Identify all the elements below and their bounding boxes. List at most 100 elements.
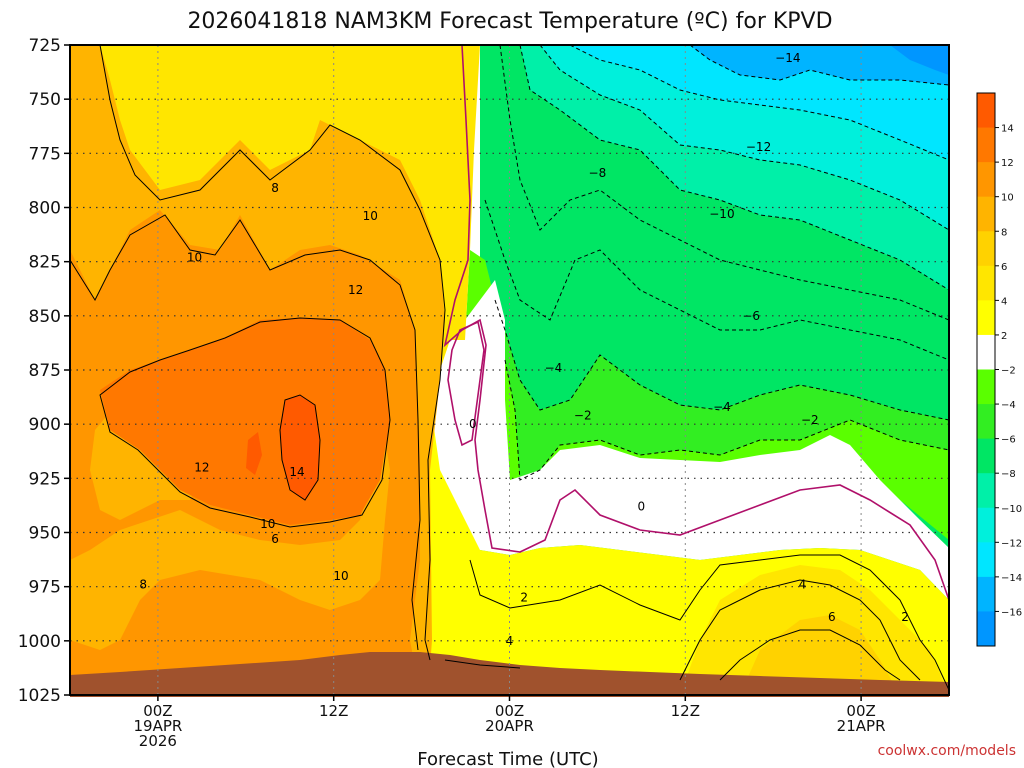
x-tick-label: 00Z — [495, 702, 524, 720]
isotherm-label: 10 — [187, 250, 202, 264]
y-tick-label: 925 — [29, 469, 61, 489]
y-tick-label: 775 — [29, 144, 61, 164]
colorbar-swatch — [977, 404, 995, 440]
colorbar-label: 14 — [1001, 124, 1014, 135]
colorbar-swatch — [977, 507, 995, 543]
isotherm-label: 14 — [289, 465, 304, 479]
y-tick-label: 975 — [29, 578, 61, 598]
y-tick-label: 900 — [29, 415, 61, 435]
isotherm-label: 0 — [469, 417, 477, 431]
colorbar-swatch — [977, 369, 995, 405]
isotherm-label: −6 — [742, 309, 760, 323]
y-tick-label: 725 — [29, 36, 61, 56]
band-warm-16-small — [246, 432, 262, 475]
colorbar-label: 10 — [1001, 193, 1014, 204]
gridlines — [70, 45, 949, 695]
x-tick-label: 00Z — [143, 702, 172, 720]
isotherm-label: 4 — [799, 578, 807, 592]
colorbar-label: −8 — [1001, 469, 1016, 480]
colorbar-label: −14 — [1001, 573, 1022, 584]
x-tick-label: 21APR — [837, 717, 886, 735]
isotherm-minus-12 — [539, 44, 950, 231]
isotherm-plus-2 — [469, 554, 950, 691]
isotherm-label: 0 — [638, 500, 646, 514]
isotherm-contours — [69, 44, 950, 691]
isotherm-label: 10 — [260, 517, 275, 531]
x-tick-label: 12Z — [671, 702, 700, 720]
isotherm-warm-12 — [99, 317, 391, 528]
isotherm-warm-10 — [69, 214, 421, 651]
isotherm-label: 4 — [506, 634, 514, 648]
colorbar-label: −10 — [1001, 504, 1022, 515]
chart-title: 2026041818 NAM3KM Forecast Temperature (… — [187, 9, 832, 34]
colorbar-label: −4 — [1001, 400, 1016, 411]
isotherm-warm-8 — [99, 44, 446, 661]
colorbar-swatch — [977, 611, 995, 647]
colorbar-swatch — [977, 300, 995, 336]
isotherm-label: −14 — [775, 51, 800, 65]
colorbar-label: 2 — [1001, 331, 1007, 342]
band-minus-6 — [495, 300, 949, 480]
colorbar-swatch — [977, 473, 995, 509]
y-tick-label: 850 — [29, 307, 61, 327]
isotherm-label: 2 — [901, 610, 909, 624]
isotherm-plus-4 — [444, 579, 921, 681]
x-tick-label: 00Z — [846, 702, 875, 720]
isotherm-label: −4 — [545, 361, 563, 375]
y-tick-label: 875 — [29, 361, 61, 381]
colorbar-swatch — [977, 162, 995, 198]
isotherm-label: −4 — [713, 400, 731, 414]
colorbar-swatch — [977, 576, 995, 612]
colorbar-swatch — [977, 196, 995, 232]
isotherm-label: −2 — [574, 409, 592, 423]
isotherm-label: 12 — [194, 461, 209, 475]
y-tick-label: 1025 — [18, 686, 61, 706]
colorbar-swatch — [977, 93, 995, 129]
isotherm-labels: −14 −12 −10 −8 −6 −4 −4 −2 −2 0 0 2 2 4 4 6 6 8 8 10 10 10 10 1… — [139, 51, 908, 648]
isotherm-label: 10 — [333, 569, 348, 583]
x-tick-label: 20APR — [485, 717, 534, 735]
isotherm-label: 8 — [271, 181, 279, 195]
band-warm-16 — [280, 395, 320, 500]
x-tick-label: 12Z — [319, 702, 348, 720]
isotherm-minus-8 — [499, 44, 950, 321]
band-near-zero — [430, 280, 949, 600]
band-warm-8 — [740, 615, 900, 695]
cold-isotherm-contours — [484, 44, 950, 481]
x-tick-label: 19APR — [133, 717, 182, 735]
colorbar-swatch — [977, 542, 995, 578]
isotherm-label: −8 — [589, 166, 607, 180]
colorbar-swatch — [977, 334, 995, 370]
colorbar-swatch — [977, 438, 995, 474]
y-axis: 725 750 775 800 825 850 875 900 925 950 975 1000 102… — [18, 36, 70, 706]
isotherm-label: −2 — [801, 413, 819, 427]
isotherm-zero-line-2 — [447, 320, 485, 447]
credit-text: coolwx.com/models — [878, 743, 1016, 759]
colorbar-swatch — [977, 127, 995, 163]
colorbar-label: 6 — [1001, 262, 1007, 273]
colorbar-label: −16 — [1001, 607, 1022, 618]
isotherm-label: 8 — [139, 578, 147, 592]
colorbar-label: 4 — [1001, 296, 1007, 307]
isotherm-label: 10 — [363, 209, 378, 223]
y-tick-label: 950 — [29, 524, 61, 544]
x-tick-label: 2026 — [139, 732, 177, 750]
isotherm-label: 6 — [271, 532, 279, 546]
isotherm-label: −12 — [746, 140, 771, 154]
terrain-ground — [70, 652, 949, 697]
colorbar-label: −6 — [1001, 435, 1016, 446]
colorbar-swatch — [977, 265, 995, 301]
isotherm-label: 2 — [520, 591, 528, 605]
colorbar-label: 8 — [1001, 227, 1007, 238]
colorbar-label: −2 — [1001, 366, 1016, 377]
x-axis-title: Forecast Time (UTC) — [417, 749, 598, 768]
y-tick-label: 750 — [29, 90, 61, 110]
isotherm-zero-line — [443, 44, 950, 601]
isotherm-minus-16 — [689, 44, 950, 86]
y-tick-label: 825 — [29, 253, 61, 273]
y-tick-label: 800 — [29, 199, 61, 219]
colorbar-label: −12 — [1001, 538, 1022, 549]
colorbar: 14 12 10 8 6 4 2 −2 −4 −6 −8 −10 −12 −14 −16 — [976, 92, 1022, 647]
